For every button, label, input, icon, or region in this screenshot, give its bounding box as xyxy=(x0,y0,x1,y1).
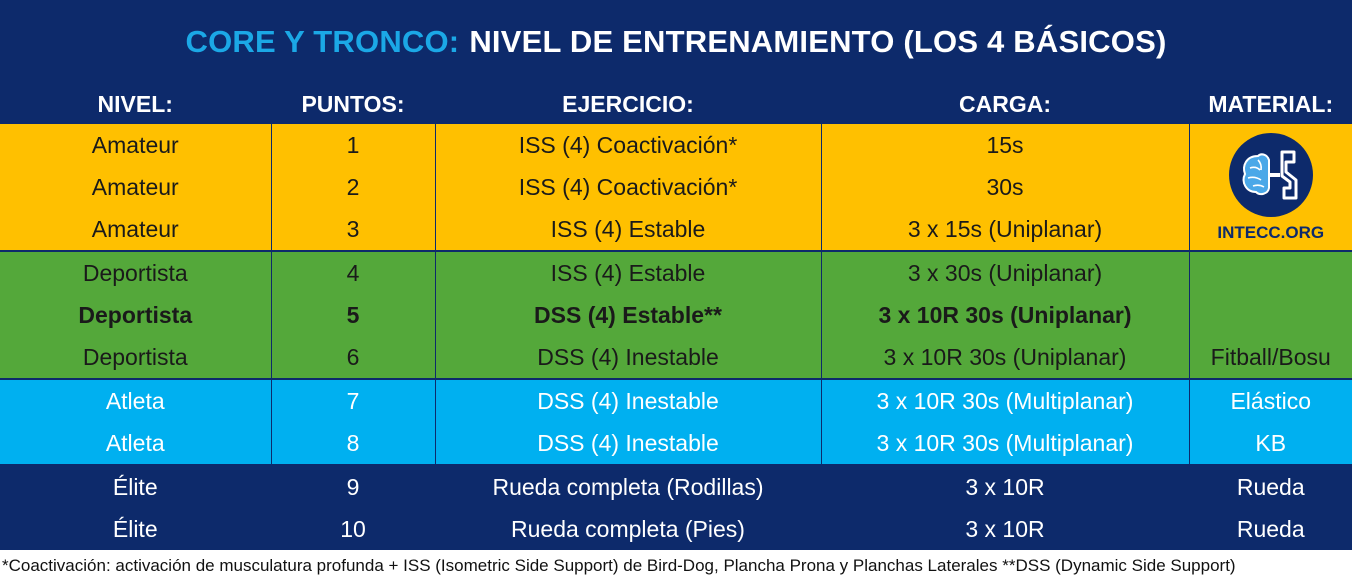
header-puntos: PUNTOS: xyxy=(270,84,435,124)
cell-nivel: Amateur xyxy=(0,208,271,251)
cell-material: Rueda xyxy=(1188,464,1352,508)
cell-carga: 3 x 10R 30s (Multiplanar) xyxy=(820,422,1189,465)
cell-material xyxy=(1188,250,1352,294)
cell-puntos: 3 xyxy=(270,208,435,251)
header-material: MATERIAL: xyxy=(1188,84,1352,124)
header-nivel: NIVEL: xyxy=(0,84,271,124)
table-row: Atleta 7 DSS (4) Inestable 3 x 10R 30s (… xyxy=(0,378,1352,422)
table-row: Élite 10 Rueda completa (Pies) 3 x 10R R… xyxy=(0,508,1352,550)
cell-material: Fitball/Bosu xyxy=(1188,336,1352,379)
table-row: Amateur 2 ISS (4) Coactivación* 30s xyxy=(0,166,1352,208)
table-row: Deportista 4 ISS (4) Estable 3 x 30s (Un… xyxy=(0,250,1352,294)
logo-text: INTECC.ORG xyxy=(1217,223,1325,242)
table-row: Deportista 6 DSS (4) Inestable 3 x 10R 3… xyxy=(0,336,1352,379)
cell-puntos: 10 xyxy=(270,508,435,550)
cell-nivel: Amateur xyxy=(0,166,271,208)
cell-ejercicio: ISS (4) Estable xyxy=(434,208,821,251)
cell-material: KB xyxy=(1188,422,1352,465)
cell-nivel: Atleta xyxy=(0,378,271,422)
footnote: *Coactivación: activación de musculatura… xyxy=(2,556,1236,575)
table-row: Deportista 5 DSS (4) Estable** 3 x 10R 3… xyxy=(0,294,1352,336)
intecc-logo: INTECC.ORG xyxy=(1190,132,1352,242)
table-row: Amateur 3 ISS (4) Estable 3 x 15s (Unipl… xyxy=(0,208,1352,251)
cell-puntos: 7 xyxy=(270,378,435,422)
page-title: CORE Y TRONCO: NIVEL DE ENTRENAMIENTO (L… xyxy=(0,0,1352,84)
cell-ejercicio: ISS (4) Coactivación* xyxy=(434,124,821,166)
cell-ejercicio: Rueda completa (Rodillas) xyxy=(434,464,821,508)
cell-puntos: 4 xyxy=(270,250,435,294)
table-row: Amateur 1 ISS (4) Coactivación* 15s INTE… xyxy=(0,124,1352,251)
brain-logo-icon xyxy=(1228,133,1313,217)
cell-nivel: Deportista xyxy=(0,250,271,294)
header-ejercicio: EJERCICIO: xyxy=(434,84,821,124)
cell-nivel: Atleta xyxy=(0,422,271,465)
cell-carga: 30s xyxy=(820,166,1189,208)
cell-material: Rueda xyxy=(1188,508,1352,550)
header-carga: CARGA: xyxy=(820,84,1189,124)
cell-ejercicio: DSS (4) Inestable xyxy=(434,336,821,379)
cell-carga: 3 x 30s (Uniplanar) xyxy=(820,250,1189,294)
cell-nivel: Amateur xyxy=(0,124,271,166)
cell-ejercicio: ISS (4) Coactivación* xyxy=(434,166,821,208)
cell-ejercicio: DSS (4) Estable** xyxy=(434,294,821,336)
cell-puntos: 9 xyxy=(270,464,435,508)
cell-carga: 15s xyxy=(820,124,1189,166)
cell-nivel: Deportista xyxy=(0,294,271,336)
cell-carga: 3 x 10R 30s (Uniplanar) xyxy=(820,336,1189,379)
cell-material xyxy=(1188,294,1352,336)
title-main: NIVEL DE ENTRENAMIENTO (LOS 4 BÁSICOS) xyxy=(469,24,1167,59)
cell-ejercicio: DSS (4) Inestable xyxy=(434,422,821,465)
cell-ejercicio: Rueda completa (Pies) xyxy=(434,508,821,550)
cell-carga: 3 x 15s (Uniplanar) xyxy=(820,208,1189,251)
cell-carga: 3 x 10R 30s (Multiplanar) xyxy=(820,378,1189,422)
table-row: Atleta 8 DSS (4) Inestable 3 x 10R 30s (… xyxy=(0,422,1352,465)
cell-nivel: Élite xyxy=(0,464,271,508)
cell-puntos: 2 xyxy=(270,166,435,208)
cell-puntos: 5 xyxy=(270,294,435,336)
cell-nivel: Élite xyxy=(0,508,271,550)
cell-nivel: Deportista xyxy=(0,336,271,379)
table-header-row: NIVEL: PUNTOS: EJERCICIO: CARGA: MATERIA… xyxy=(0,84,1352,124)
cell-puntos: 1 xyxy=(270,124,435,166)
cell-carga: 3 x 10R xyxy=(820,508,1189,550)
material-logo-cell: INTECC.ORG xyxy=(1188,124,1352,251)
cell-puntos: 8 xyxy=(270,422,435,465)
cell-carga: 3 x 10R xyxy=(820,464,1189,508)
training-table: NIVEL: PUNTOS: EJERCICIO: CARGA: MATERIA… xyxy=(0,84,1352,550)
cell-ejercicio: DSS (4) Inestable xyxy=(434,378,821,422)
cell-carga: 3 x 10R 30s (Uniplanar) xyxy=(820,294,1189,336)
cell-puntos: 6 xyxy=(270,336,435,379)
title-accent: CORE Y TRONCO: xyxy=(185,24,460,59)
table-row: Élite 9 Rueda completa (Rodillas) 3 x 10… xyxy=(0,464,1352,508)
cell-ejercicio: ISS (4) Estable xyxy=(434,250,821,294)
cell-material: Elástico xyxy=(1188,378,1352,422)
